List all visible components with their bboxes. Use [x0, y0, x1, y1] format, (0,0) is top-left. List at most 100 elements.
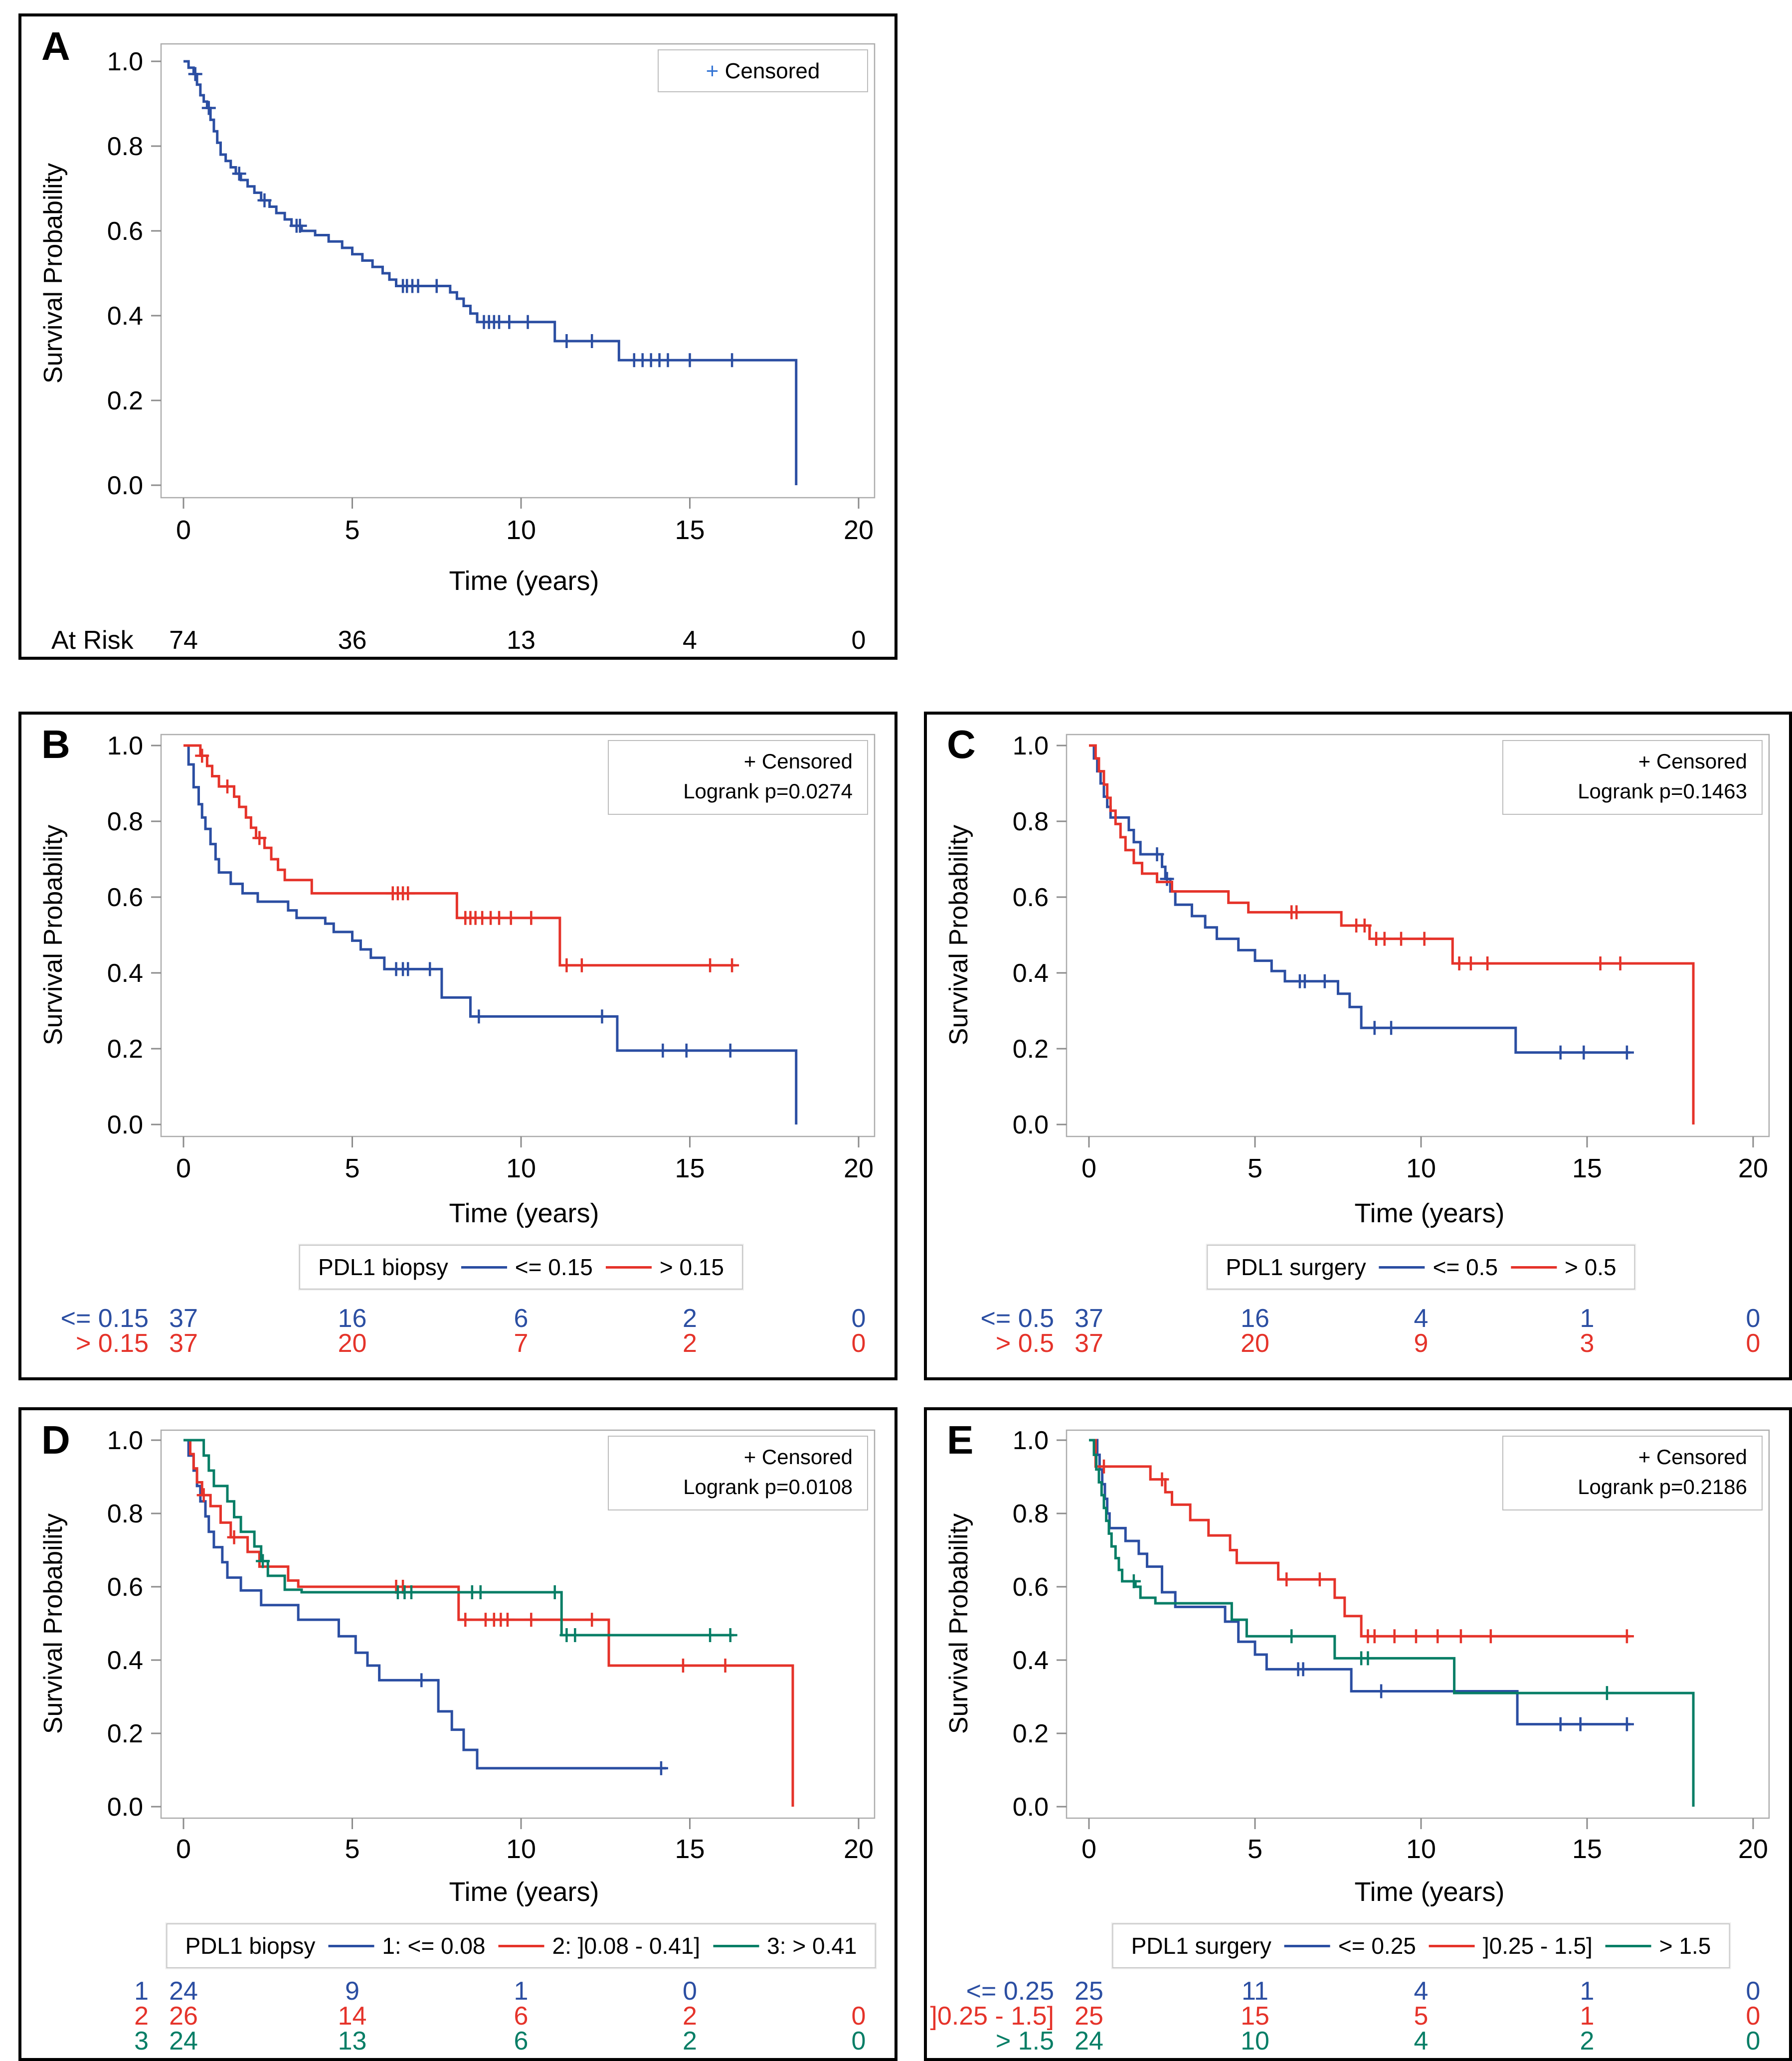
group-legend-entry: <= 0.5 [1379, 1254, 1498, 1281]
censor-mark [1317, 974, 1332, 988]
group-legend-title: PDL1 surgery [1131, 1933, 1271, 1959]
censor-mark [1361, 1651, 1375, 1666]
y-tick-label: 0.2 [107, 1719, 143, 1748]
at-risk-count: 13 [507, 626, 536, 651]
censor-mark [1577, 1045, 1591, 1060]
censor-mark [1463, 956, 1478, 970]
group-legend-entry: <= 0.25 [1284, 1932, 1416, 1959]
logrank-pvalue-label: Logrank p=0.2186 [1578, 1475, 1747, 1499]
at-risk-count: 37 [1075, 1304, 1103, 1333]
at-risk-row-label: > 1.5 [996, 2027, 1054, 2052]
censor-mark [232, 167, 246, 181]
censor-mark [725, 958, 739, 972]
group-legend-entry-label: > 1.5 [1659, 1933, 1711, 1959]
at-risk-count: 0 [852, 1304, 866, 1333]
group-legend-entry-label: <= 0.5 [1433, 1254, 1498, 1280]
at-risk-row-label: <= 0.15 [61, 1304, 149, 1333]
at-risk-count: 1 [1580, 2002, 1595, 2031]
censor-mark [1593, 956, 1608, 970]
logrank-pvalue-label: Logrank p=0.0108 [683, 1475, 853, 1499]
x-tick-label: 5 [1248, 1153, 1262, 1183]
at-risk-count: 25 [1075, 1977, 1103, 2006]
censor-mark [195, 749, 209, 763]
panel-A: 1.0 0.8 0.6 0.4 0.2 0.0 0 5 10 15 20 + Censored At R… [18, 13, 897, 660]
group-legend-entry-label: <= 0.25 [1338, 1933, 1416, 1959]
legend-line-swatch [605, 1266, 652, 1269]
km-plot-C: 1.00.80.60.40.20.00 5 10 15 20+ CensoredLogr… [981, 732, 1770, 1358]
censor-mark [524, 1613, 538, 1627]
censor-mark [1284, 1629, 1299, 1644]
survival-curve-green [183, 1439, 734, 1637]
panel-C: 1.0 0.8 0.6 0.4 0.2 0.0 0 5 10 15 20 + Censored Logr… [924, 712, 1792, 1380]
censor-mark [458, 1613, 473, 1627]
survival-curve-blue [183, 60, 798, 485]
at-risk-count: 16 [1241, 1304, 1269, 1333]
at-risk-count: 7 [514, 1329, 529, 1358]
legend-line-swatch [1605, 1944, 1651, 1947]
censor-mark [1312, 1572, 1327, 1587]
censor-mark [1619, 1629, 1634, 1644]
x-tick-label: 15 [1572, 1834, 1602, 1864]
y-tick-label: 0.2 [107, 386, 143, 415]
x-tick-label: 0 [176, 515, 191, 545]
at-risk-count: 1 [1580, 1977, 1595, 2006]
at-risk-count: 24 [1075, 2027, 1103, 2052]
at-risk-count: 4 [1414, 1977, 1429, 2006]
at-risk-count: 1 [514, 1977, 529, 2006]
x-tick-label: 20 [844, 1834, 874, 1864]
y-tick-label: 0.8 [107, 132, 143, 161]
at-risk-count: 0 [683, 1977, 697, 2006]
x-tick-label: 5 [345, 1153, 359, 1183]
censor-mark [574, 958, 589, 972]
legend-line-swatch [713, 1944, 759, 1947]
y-tick-label: 0.2 [107, 1035, 143, 1064]
censor-mark [423, 962, 437, 976]
panel-D: 1.0 0.8 0.6 0.4 0.2 0.0 0 5 10 15 20 + Censored Logr… [18, 1407, 897, 2061]
at-risk-count: 3 [1580, 1329, 1595, 1358]
at-risk-count: 74 [169, 626, 198, 651]
censor-mark [1573, 1717, 1588, 1731]
censor-mark [1357, 919, 1372, 933]
censor-mark [1483, 1629, 1498, 1644]
km-plot-D: 1.00.80.60.40.20.00 5 10 15 20+ CensoredLogr… [107, 1426, 876, 2052]
censor-mark [559, 958, 574, 972]
x-axis-title: Time (years) [1354, 1877, 1505, 1907]
at-risk-count: 13 [338, 2027, 367, 2052]
censor-mark [547, 1585, 562, 1600]
group-legend-entry-label: 1: <= 0.08 [382, 1933, 486, 1959]
censor-mark [492, 911, 506, 925]
group-legend: PDL1 surgery <= 0.25 ]0.25 - 1.5] > 1.5 [1111, 1922, 1731, 1969]
censor-mark [293, 218, 307, 233]
y-tick-label: 0.8 [1013, 807, 1049, 836]
legend-box [658, 49, 868, 92]
y-tick-label: 0.0 [1013, 1793, 1049, 1822]
x-tick-label: 15 [1572, 1153, 1602, 1183]
group-legend-entry: ]0.25 - 1.5] [1429, 1932, 1593, 1959]
censor-mark [1096, 1459, 1111, 1474]
km-plot-A: 1.0 0.8 0.6 0.4 0.2 0.0 0 5 10 15 20 + Censored At R… [51, 43, 876, 651]
censor-mark [1160, 872, 1174, 886]
group-legend-entry-label: > 0.15 [659, 1254, 724, 1280]
x-tick-label: 5 [345, 1834, 359, 1864]
at-risk-count: 24 [169, 1977, 198, 2006]
survival-curve-red [183, 744, 735, 967]
legend-box [1502, 1436, 1763, 1510]
y-tick-label: 0.8 [107, 807, 143, 836]
panel-letter: B [41, 722, 70, 766]
at-risk-count: 0 [1746, 1329, 1761, 1358]
group-legend-entry-label: 3: > 0.41 [767, 1933, 857, 1959]
legend-line-swatch [328, 1944, 374, 1947]
at-risk-count: 37 [169, 1304, 198, 1333]
censored-legend-label: + Censored [744, 749, 853, 773]
censor-mark [679, 1043, 694, 1058]
at-risk-count: 1 [1580, 1304, 1595, 1333]
y-tick-label: 0.2 [1013, 1719, 1049, 1748]
group-legend-title: PDL1 surgery [1226, 1254, 1366, 1280]
censor-mark [656, 1043, 670, 1058]
censor-mark [1155, 1472, 1169, 1487]
plot-frame [1066, 1429, 1770, 1819]
group-legend-entry: > 0.15 [605, 1254, 724, 1281]
censor-mark [220, 779, 235, 794]
y-tick-label: 0.2 [1013, 1035, 1049, 1064]
x-tick-label: 15 [675, 515, 705, 545]
